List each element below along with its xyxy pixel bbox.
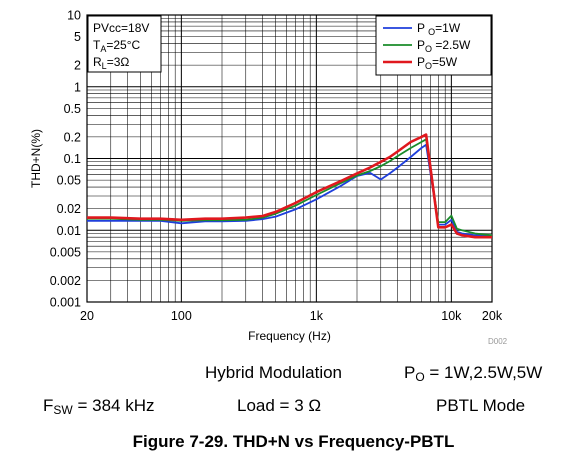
y-tick-label: 5 — [74, 30, 81, 44]
y-tick-label: 0.1 — [64, 152, 81, 166]
caption-modulation: Hybrid Modulation — [205, 363, 343, 382]
legend-label: PO =2.5W — [417, 38, 471, 54]
caption-power-main: P — [404, 363, 416, 382]
y-tick-labels: 10 5 2 1 0.5 0.2 0.1 0.05 0.02 0.01 0.005 0.002 0.00… — [50, 9, 81, 310]
y-tick-label: 0.001 — [50, 296, 81, 310]
caption-fsw-sub: SW — [53, 403, 73, 417]
y-tick-label: 0.005 — [50, 245, 81, 259]
y-tick-label: 10 — [67, 9, 81, 23]
y-tick-label: 0.002 — [50, 274, 81, 288]
series-line — [87, 143, 492, 237]
condition-text: PVcc=18V — [93, 21, 149, 35]
legend-label: PO=5W — [417, 55, 458, 71]
x-tick-labels: 20 100 1k 10k 20k — [80, 309, 503, 323]
x-tick-label: 1k — [310, 309, 324, 323]
series-lines — [87, 133, 493, 239]
y-tick-label: 0.2 — [64, 130, 81, 144]
y-tick-label: 0.02 — [57, 202, 81, 216]
caption-power-tail: = 1W,2.5W,5W — [424, 363, 543, 382]
drawing-id-label: D002 — [488, 337, 508, 346]
y-tick-label: 0.01 — [57, 224, 81, 238]
figure-title: Figure 7-29. THD+N vs Frequency-PBTL — [132, 432, 455, 451]
caption-mode: PBTL Mode — [436, 396, 526, 415]
x-tick-label: 20 — [80, 309, 94, 323]
conditions-box-frame — [87, 15, 162, 73]
caption-switching-freq: FSW = 384 kHz — [43, 396, 154, 417]
caption-fsw-tail: = 384 kHz — [72, 396, 155, 415]
y-axis-label: THD+N(%) — [29, 129, 43, 188]
y-tick-label: 1 — [74, 80, 81, 94]
conditions-box: PVcc=18V TA=25°CRL=3Ω — [87, 15, 162, 73]
x-axis-label: Frequency (Hz) — [248, 329, 331, 343]
caption-power: PO = 1W,2.5W,5W — [404, 363, 542, 384]
series-line — [87, 133, 492, 239]
caption-power-sub: O — [415, 370, 425, 384]
legend-label: P O=1W — [417, 21, 461, 37]
thd-chart: 20 100 1k 10k 20k 10 5 2 1 0.5 0.2 0.1 0.05 0.02 0.01… — [29, 9, 508, 347]
caption-fsw-main: F — [43, 396, 54, 415]
y-tick-label: 2 — [74, 59, 81, 73]
y-tick-label: 0.05 — [57, 174, 81, 188]
x-tick-label: 100 — [171, 309, 192, 323]
condition-text: RL=3Ω — [93, 55, 129, 71]
y-tick-label: 0.5 — [64, 102, 81, 116]
x-tick-label: 10k — [441, 309, 462, 323]
caption-load: Load = 3 Ω — [237, 396, 322, 415]
condition-text: TA=25°C — [93, 38, 141, 54]
x-tick-label: 20k — [482, 309, 503, 323]
plot-frame — [86, 14, 493, 303]
